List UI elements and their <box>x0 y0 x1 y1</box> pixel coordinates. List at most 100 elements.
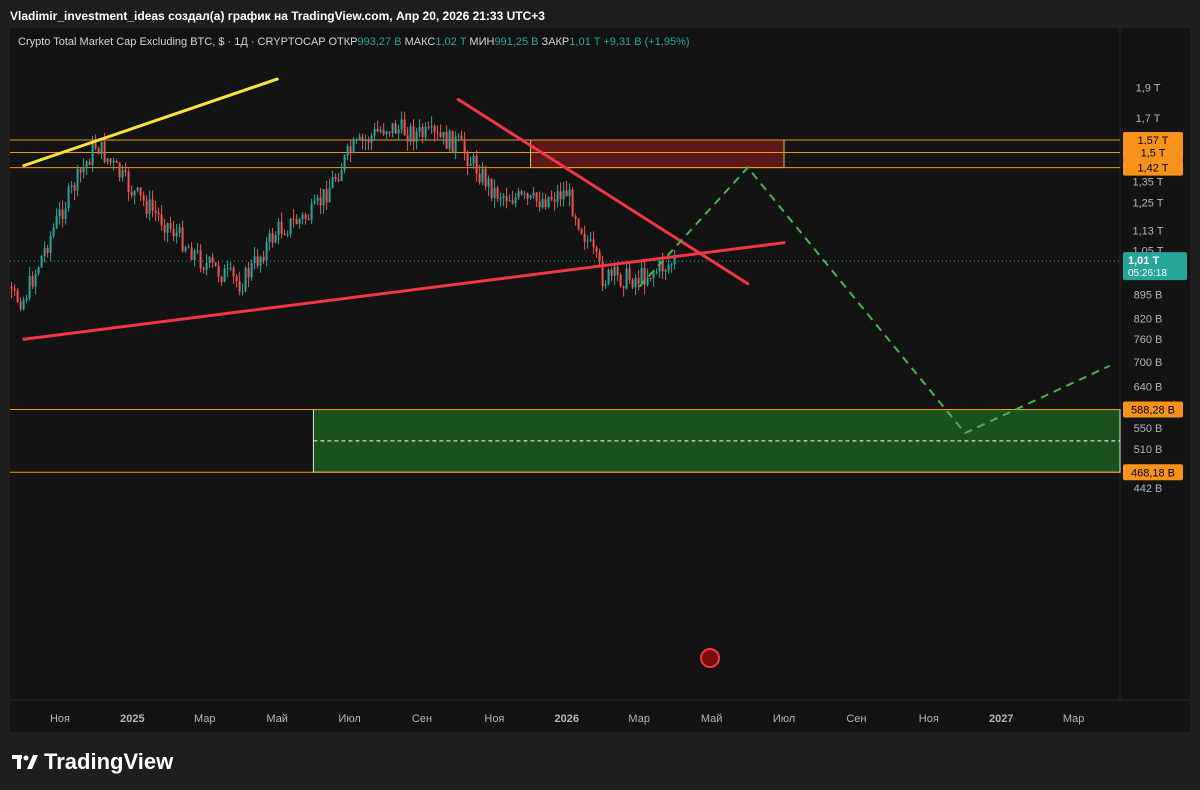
x-tick-label: Ноя <box>919 713 939 725</box>
candle-body <box>82 167 85 173</box>
candle-body <box>40 255 43 268</box>
candle-body <box>646 277 649 285</box>
candle-body <box>187 247 190 249</box>
candle-body <box>340 170 343 182</box>
candle-body <box>85 161 88 168</box>
candle-body <box>583 233 586 242</box>
candle-body <box>439 132 442 137</box>
y-tick-label: 895 B <box>1134 289 1163 301</box>
candle-body <box>19 301 22 310</box>
candle-body <box>28 276 31 299</box>
candle-body <box>286 234 289 236</box>
candle-body <box>517 191 520 198</box>
footer-bar <box>0 732 1200 790</box>
symbol-name[interactable]: Crypto Total Market Cap Excluding BTC, $… <box>18 36 326 48</box>
candle-body <box>406 135 409 142</box>
candle-body <box>580 229 583 234</box>
candle-body <box>544 199 547 208</box>
y-tick-label: 1,7 T <box>1136 113 1161 125</box>
candle-body <box>391 123 394 133</box>
candle-body <box>172 228 175 237</box>
candle-body <box>337 179 340 182</box>
price-label-text: 1,57 T <box>1138 135 1169 147</box>
trendline-yellow[interactable] <box>22 77 279 168</box>
candle-body <box>229 267 232 269</box>
tradingview-logo[interactable]: TradingView <box>12 748 173 776</box>
candle-body <box>346 146 349 156</box>
candle-body <box>103 141 106 162</box>
price-label-box <box>1123 159 1183 176</box>
x-tick-label: Ноя <box>484 713 504 725</box>
candle-body <box>394 123 397 134</box>
candle-body <box>388 131 391 133</box>
candle-body <box>274 235 277 243</box>
candle-body <box>139 187 142 196</box>
candle-body <box>628 268 631 280</box>
candle-body <box>511 200 514 204</box>
candle-body <box>208 257 211 264</box>
candle-body <box>328 187 331 203</box>
x-tick-label: Май <box>266 713 288 725</box>
y-tick-label: 640 B <box>1134 381 1163 393</box>
y-tick-label: 1,13 T <box>1133 225 1164 237</box>
candle-body <box>364 140 367 142</box>
x-tick-label: Ноя <box>50 713 70 725</box>
candle-body <box>601 261 604 286</box>
candle-body <box>145 200 148 214</box>
candle-body <box>577 219 580 230</box>
candle-body <box>487 178 490 187</box>
candle-body <box>88 161 91 166</box>
high-label: МАКС <box>404 36 436 48</box>
candle-body <box>163 225 166 233</box>
candle-body <box>148 199 151 214</box>
candle-body <box>115 160 118 163</box>
price-label-text: 588,28 B <box>1131 405 1175 417</box>
candle-body <box>640 267 643 284</box>
candle-body <box>178 227 181 233</box>
candle-body <box>259 256 262 266</box>
candle-body <box>379 130 382 132</box>
candle-body <box>454 136 457 154</box>
candle-body <box>505 195 508 201</box>
candle-body <box>301 214 304 220</box>
economic-event-icon[interactable] <box>700 648 720 668</box>
price-chart[interactable]: 1,9 T 1,7 T 1,35 T 1,25 T 1,13 T 1,05 T 895 B 8… <box>0 28 1190 732</box>
candle-body <box>409 126 412 142</box>
current-price-badge <box>1123 252 1187 281</box>
candle-body <box>226 268 229 270</box>
candle-body <box>280 221 283 234</box>
x-tick-label: Мар <box>1063 713 1085 725</box>
candle-body <box>574 216 577 220</box>
candle-body <box>427 126 430 128</box>
candle-body <box>442 131 445 137</box>
candle-body <box>553 199 556 202</box>
candle-body <box>376 129 379 132</box>
trendline-red[interactable] <box>456 97 750 286</box>
candle-body <box>79 168 82 173</box>
candle-body <box>97 148 100 154</box>
candle-body <box>58 209 61 216</box>
trendline-red[interactable] <box>22 241 786 341</box>
y-tick-label: 550 B <box>1134 423 1163 435</box>
candle-body <box>607 269 610 284</box>
candle-body <box>193 250 196 260</box>
candle-body <box>424 126 427 137</box>
candle-body <box>43 248 46 256</box>
candle-body <box>547 196 550 208</box>
x-tick-label: 2027 <box>989 713 1013 725</box>
price-label-box <box>1123 401 1183 418</box>
candle-body <box>595 247 598 252</box>
price-label-text: 468,18 B <box>1131 467 1175 479</box>
candle-body <box>232 267 235 277</box>
chart-area[interactable]: 1,9 T 1,7 T 1,35 T 1,25 T 1,13 T 1,05 T 895 B 8… <box>0 28 1190 732</box>
x-tick-label: Сен <box>412 713 432 725</box>
candle-body <box>421 126 424 137</box>
x-tick-label: Мар <box>194 713 216 725</box>
candle-body <box>196 250 199 252</box>
candle-body <box>49 235 52 253</box>
header-bar: Vladimir_investment_ideas создал(а) граф… <box>0 0 1200 30</box>
candle-body <box>307 218 310 220</box>
candle-body <box>520 191 523 195</box>
symbol-legend: Crypto Total Market Cap Excluding BTC, $… <box>18 36 690 48</box>
candle-body <box>502 195 505 199</box>
